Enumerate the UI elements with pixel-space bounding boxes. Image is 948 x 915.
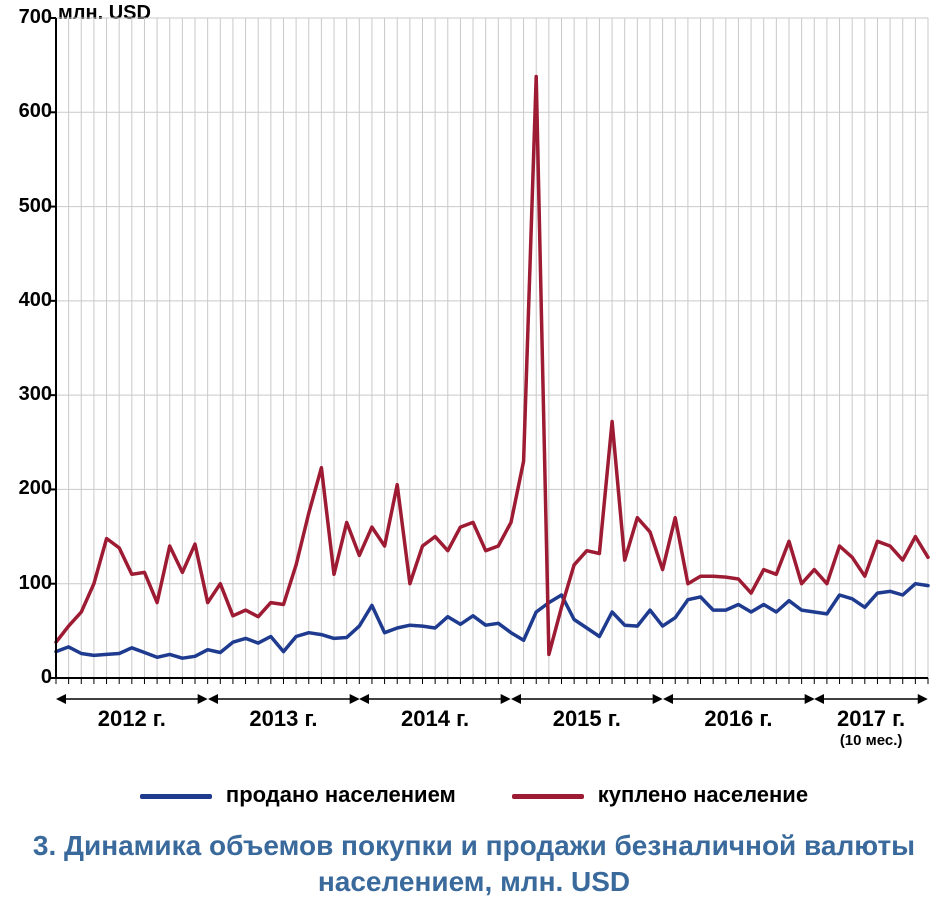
y-tick-label: 700 [8, 6, 52, 29]
x-year-label: 2015 г. [511, 706, 663, 732]
x-year-bracket: 2014 г. [359, 692, 511, 742]
x-year-bracket: 2015 г. [511, 692, 663, 742]
legend-swatch-bought [512, 794, 584, 799]
y-tick-label: 500 [8, 195, 52, 218]
y-tick-label: 200 [8, 477, 52, 500]
double-arrow-icon [814, 692, 928, 706]
legend-item-bought: куплено население [512, 782, 808, 808]
legend: продано населением куплено население [0, 782, 948, 808]
x-year-label: 2012 г. [56, 706, 208, 732]
chart-plot-area [56, 18, 928, 678]
legend-swatch-sold [140, 794, 212, 799]
figure: { "chart": { "type": "line", "y_axis_lab… [0, 0, 948, 915]
x-year-label: 2016 г. [663, 706, 815, 732]
double-arrow-icon [663, 692, 815, 706]
y-tick-label: 400 [8, 289, 52, 312]
chart-svg [56, 18, 928, 678]
x-year-bracket: 2017 г.(10 мес.) [814, 692, 928, 742]
x-year-label: 2014 г. [359, 706, 511, 732]
y-tick-label: 600 [8, 100, 52, 123]
x-year-bracket: 2013 г. [208, 692, 360, 742]
double-arrow-icon [56, 692, 208, 706]
x-year-label: 2013 г. [208, 706, 360, 732]
legend-label: продано населением [226, 782, 456, 807]
double-arrow-icon [208, 692, 360, 706]
double-arrow-icon [511, 692, 663, 706]
figure-title: 3. Динамика объемов покупки и продажи бе… [0, 828, 948, 901]
x-year-sublabel: (10 мес.) [814, 732, 928, 749]
y-tick-label: 0 [8, 666, 52, 689]
x-axis-year-container: 2012 г.2013 г.2014 г.2015 г.2016 г.2017 … [56, 690, 928, 746]
y-tick-label: 300 [8, 383, 52, 406]
y-tick-label: 100 [8, 572, 52, 595]
x-year-bracket: 2016 г. [663, 692, 815, 742]
x-year-bracket: 2012 г. [56, 692, 208, 742]
x-year-label: 2017 г. [814, 706, 928, 732]
double-arrow-icon [359, 692, 511, 706]
legend-item-sold: продано населением [140, 782, 456, 808]
legend-label: куплено население [598, 782, 808, 807]
